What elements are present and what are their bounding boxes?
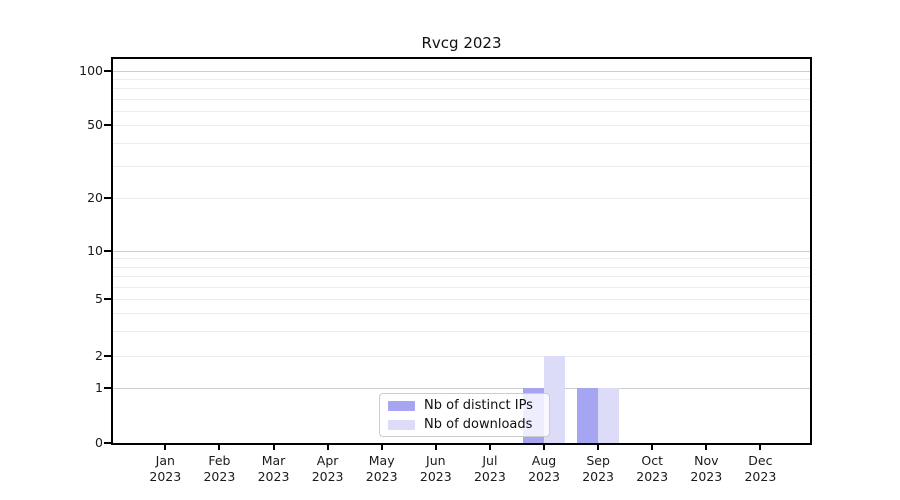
y-tick-label-2: 2 bbox=[95, 348, 103, 363]
y-tick-label-0: 0 bbox=[95, 435, 103, 450]
gridline-y-2 bbox=[113, 356, 810, 357]
y-tick-label-1: 1 bbox=[95, 380, 103, 395]
x-tick-label-aug: Aug 2023 bbox=[528, 453, 560, 484]
legend-label-distinct-ips: Nb of distinct IPs bbox=[424, 398, 533, 413]
x-tick-label-jul: Jul 2023 bbox=[473, 453, 506, 484]
gridline-y-90 bbox=[113, 79, 810, 80]
x-tick-label-nov: Nov 2023 bbox=[690, 453, 723, 484]
gridline-y-5 bbox=[113, 299, 810, 300]
gridline-y-7 bbox=[113, 276, 810, 277]
y-tick-label-100: 100 bbox=[79, 63, 103, 78]
y-tick-mark-10 bbox=[104, 250, 111, 252]
x-tick-label-oct: Oct 2023 bbox=[636, 453, 669, 484]
x-tick-mark-dec bbox=[759, 443, 762, 450]
gridline-y-4 bbox=[113, 313, 810, 314]
x-tick-mark-jan bbox=[164, 443, 167, 450]
bar-downloads-sep bbox=[598, 388, 620, 443]
legend-label-downloads: Nb of downloads bbox=[424, 417, 533, 432]
chart-title: Rvcg 2023 bbox=[421, 34, 502, 52]
gridline-y-100 bbox=[113, 71, 810, 72]
x-tick-mark-mar bbox=[272, 443, 275, 450]
x-tick-mark-feb bbox=[218, 443, 221, 450]
x-tick-label-jan: Jan 2023 bbox=[149, 453, 182, 484]
legend-row-downloads: Nb of downloads bbox=[380, 417, 549, 432]
y-tick-label-5: 5 bbox=[95, 291, 103, 306]
y-tick-mark-2 bbox=[104, 355, 111, 357]
gridline-y-9 bbox=[113, 258, 810, 259]
x-tick-mark-sep bbox=[597, 443, 600, 450]
gridline-y-40 bbox=[113, 143, 810, 144]
gridline-y-6 bbox=[113, 287, 810, 288]
x-tick-label-jun: Jun 2023 bbox=[419, 453, 452, 484]
y-tick-mark-1 bbox=[104, 387, 111, 389]
y-tick-label-20: 20 bbox=[87, 190, 103, 205]
legend: Nb of distinct IPs Nb of downloads bbox=[379, 393, 550, 437]
y-tick-mark-100 bbox=[104, 70, 111, 72]
x-tick-mark-may bbox=[380, 443, 383, 450]
x-tick-label-feb: Feb 2023 bbox=[203, 453, 236, 484]
gridline-y-20 bbox=[113, 198, 810, 199]
gridline-y-30 bbox=[113, 166, 810, 167]
plot-area: 0 1 2 5 10 20 50 100 Jan 2023 Feb 2023 Mar 2023 Apr… bbox=[79, 57, 812, 484]
legend-swatch-distinct-ips bbox=[388, 400, 415, 411]
legend-swatch-downloads bbox=[388, 419, 415, 430]
y-tick-mark-50 bbox=[104, 124, 111, 126]
x-tick-mark-jun bbox=[434, 443, 437, 450]
x-tick-mark-apr bbox=[326, 443, 329, 450]
gridline-y-10 bbox=[113, 251, 810, 252]
y-tick-mark-20 bbox=[104, 197, 111, 199]
y-tick-label-10: 10 bbox=[87, 243, 103, 258]
y-tick-mark-0 bbox=[104, 442, 111, 444]
bar-distinct-ips-sep bbox=[577, 388, 599, 443]
gridline-y-60 bbox=[113, 111, 810, 112]
x-tick-label-dec: Dec 2023 bbox=[744, 453, 777, 484]
y-tick-mark-5 bbox=[104, 298, 111, 300]
x-tick-label-may: May 2023 bbox=[365, 453, 398, 484]
gridline-y-80 bbox=[113, 88, 810, 89]
gridline-y-3 bbox=[113, 331, 810, 332]
x-tick-label-sep: Sep 2023 bbox=[582, 453, 614, 484]
gridline-y-1 bbox=[113, 388, 810, 389]
x-tick-label-apr: Apr 2023 bbox=[311, 453, 344, 484]
legend-row-distinct-ips: Nb of distinct IPs bbox=[380, 398, 549, 413]
y-tick-label-50: 50 bbox=[87, 117, 103, 132]
gridline-y-50 bbox=[113, 125, 810, 126]
gridline-y-8 bbox=[113, 267, 810, 268]
x-tick-mark-oct bbox=[651, 443, 654, 450]
gridline-y-70 bbox=[113, 99, 810, 100]
x-tick-mark-aug bbox=[543, 443, 545, 450]
x-tick-mark-nov bbox=[705, 443, 708, 450]
x-tick-mark-jul bbox=[488, 443, 491, 450]
x-tick-label-mar: Mar 2023 bbox=[257, 453, 290, 484]
